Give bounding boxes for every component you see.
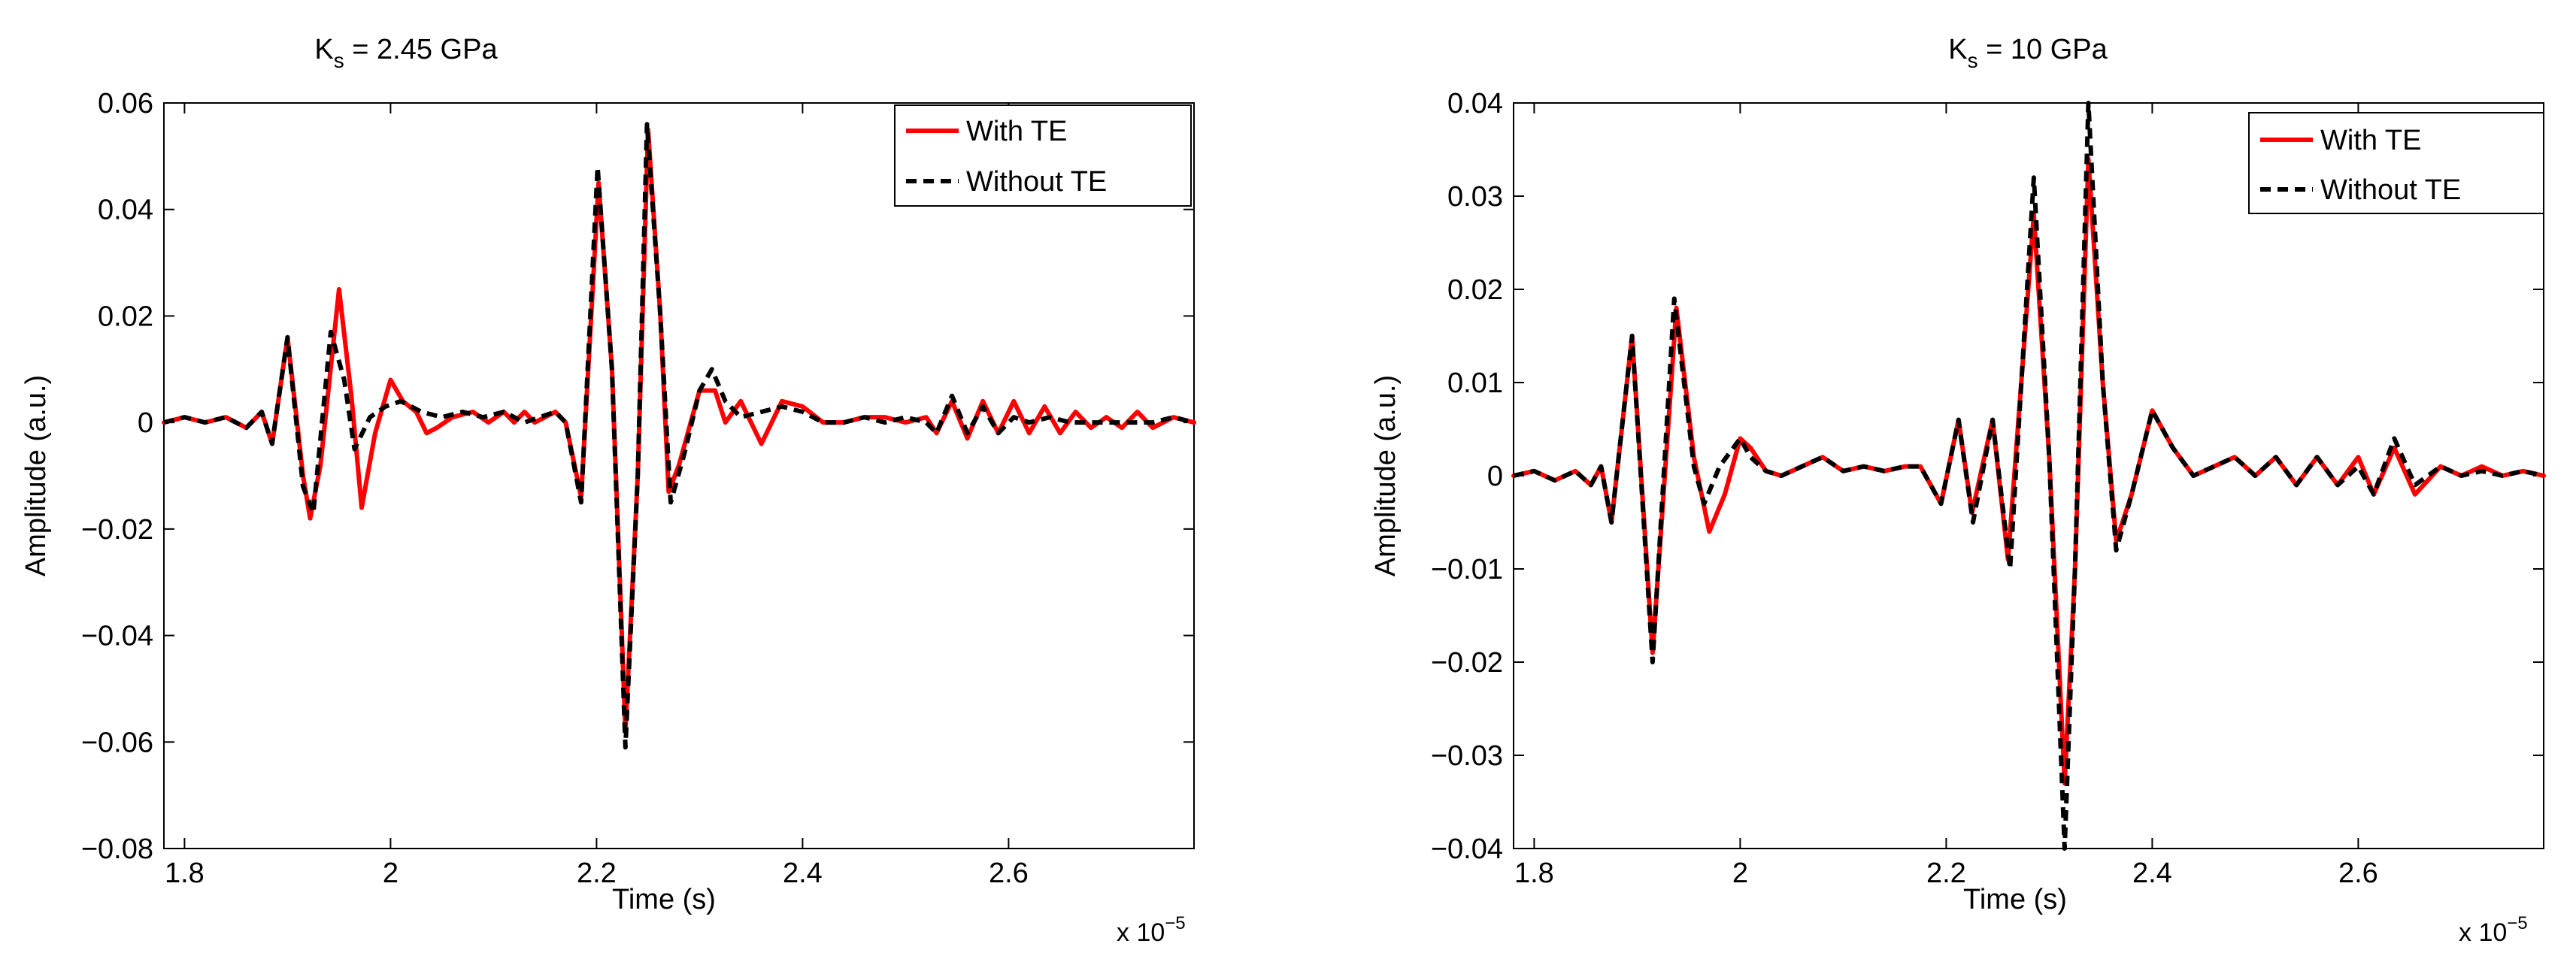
y-axis-label: Amplitude (a.u.) [1370, 375, 1402, 576]
x-tick-label: 2.2 [1926, 858, 1966, 889]
legend: With TE Without TE [2248, 112, 2544, 214]
legend-label-without-te: Without TE [2320, 174, 2461, 206]
legend-label-without-te: Without TE [966, 166, 1107, 198]
x-axis-label: Time (s) [1963, 884, 2067, 915]
chart-right: Ks = 10 GPa 1.8 2 2.2 2.4 2.6 −0.04 −0.03 −0.02… [1370, 34, 2546, 947]
y-tick-label: −0.08 [81, 833, 153, 865]
legend-label-with-te: With TE [966, 116, 1067, 147]
chart-left: Ks = 2.45 GPa 1.8 2 2.2 2.4 2.6 −0.08 −0.06 −0.… [20, 34, 1196, 947]
series-curves [1511, 101, 2546, 851]
x-tick-label: 2.6 [2338, 858, 2378, 889]
y-tick-label: −0.02 [1431, 647, 1503, 679]
y-tick-label: −0.03 [1431, 740, 1503, 772]
series-curves [162, 122, 1196, 750]
legend-box [2248, 112, 2544, 214]
chart-title: Ks = 10 GPa [1948, 34, 2108, 72]
x-axis-multiplier: x 10−5 [2459, 913, 2528, 947]
chart-title: Ks = 2.45 GPa [314, 34, 498, 72]
x-tick-label: 2.2 [577, 858, 617, 889]
x-axis-label: Time (s) [612, 884, 716, 915]
legend-label-with-te: With TE [2320, 125, 2421, 156]
y-tick-label: −0.02 [81, 514, 153, 546]
y-tick-label: −0.04 [1431, 833, 1503, 865]
series-line-without-te [163, 122, 1195, 750]
x-tick-label: 2.4 [2132, 858, 2172, 889]
y-tick-label: −0.04 [81, 621, 153, 652]
y-axis-label: Amplitude (a.u.) [20, 375, 52, 576]
y-tick-label: 0.01 [1447, 368, 1503, 399]
axes-box [1513, 102, 2544, 849]
y-tick-label: −0.06 [81, 727, 153, 758]
y-tick-label: 0 [1487, 461, 1503, 492]
axis-ticks: 1.8 2 2.2 2.4 2.6 −0.08 −0.06 −0.04 −0.02 0 0.02 0.… [81, 88, 1194, 889]
x-tick-label: 2 [1732, 858, 1748, 889]
x-axis-multiplier: x 10−5 [1117, 913, 1186, 947]
x-tick-label: 2.4 [783, 858, 823, 889]
x-tick-label: 2 [383, 858, 399, 889]
legend: With TE Without TE [894, 104, 1192, 207]
y-tick-label: −0.01 [1431, 554, 1503, 585]
y-tick-label: 0.02 [1447, 274, 1503, 306]
y-tick-label: 0.06 [98, 88, 153, 119]
x-tick-label: 2.6 [989, 858, 1029, 889]
y-tick-label: 0.03 [1447, 181, 1503, 213]
plot-area: 1.8 2 2.2 2.4 2.6 −0.08 −0.06 −0.04 −0.02 0 0.02 0.… [81, 88, 1196, 889]
series-line-without-te [1513, 101, 2544, 851]
legend-box [894, 104, 1192, 207]
x-tick-label: 1.8 [1514, 858, 1554, 889]
x-tick-label: 1.8 [165, 858, 205, 889]
y-tick-label: 0.04 [98, 195, 153, 226]
y-tick-label: 0.02 [98, 301, 153, 332]
y-tick-label: 0 [138, 407, 153, 439]
y-tick-label: 0.04 [1447, 88, 1503, 119]
plot-area: 1.8 2 2.2 2.4 2.6 −0.04 −0.03 −0.02 −0.01 0 0.01 0.… [1431, 88, 2546, 889]
